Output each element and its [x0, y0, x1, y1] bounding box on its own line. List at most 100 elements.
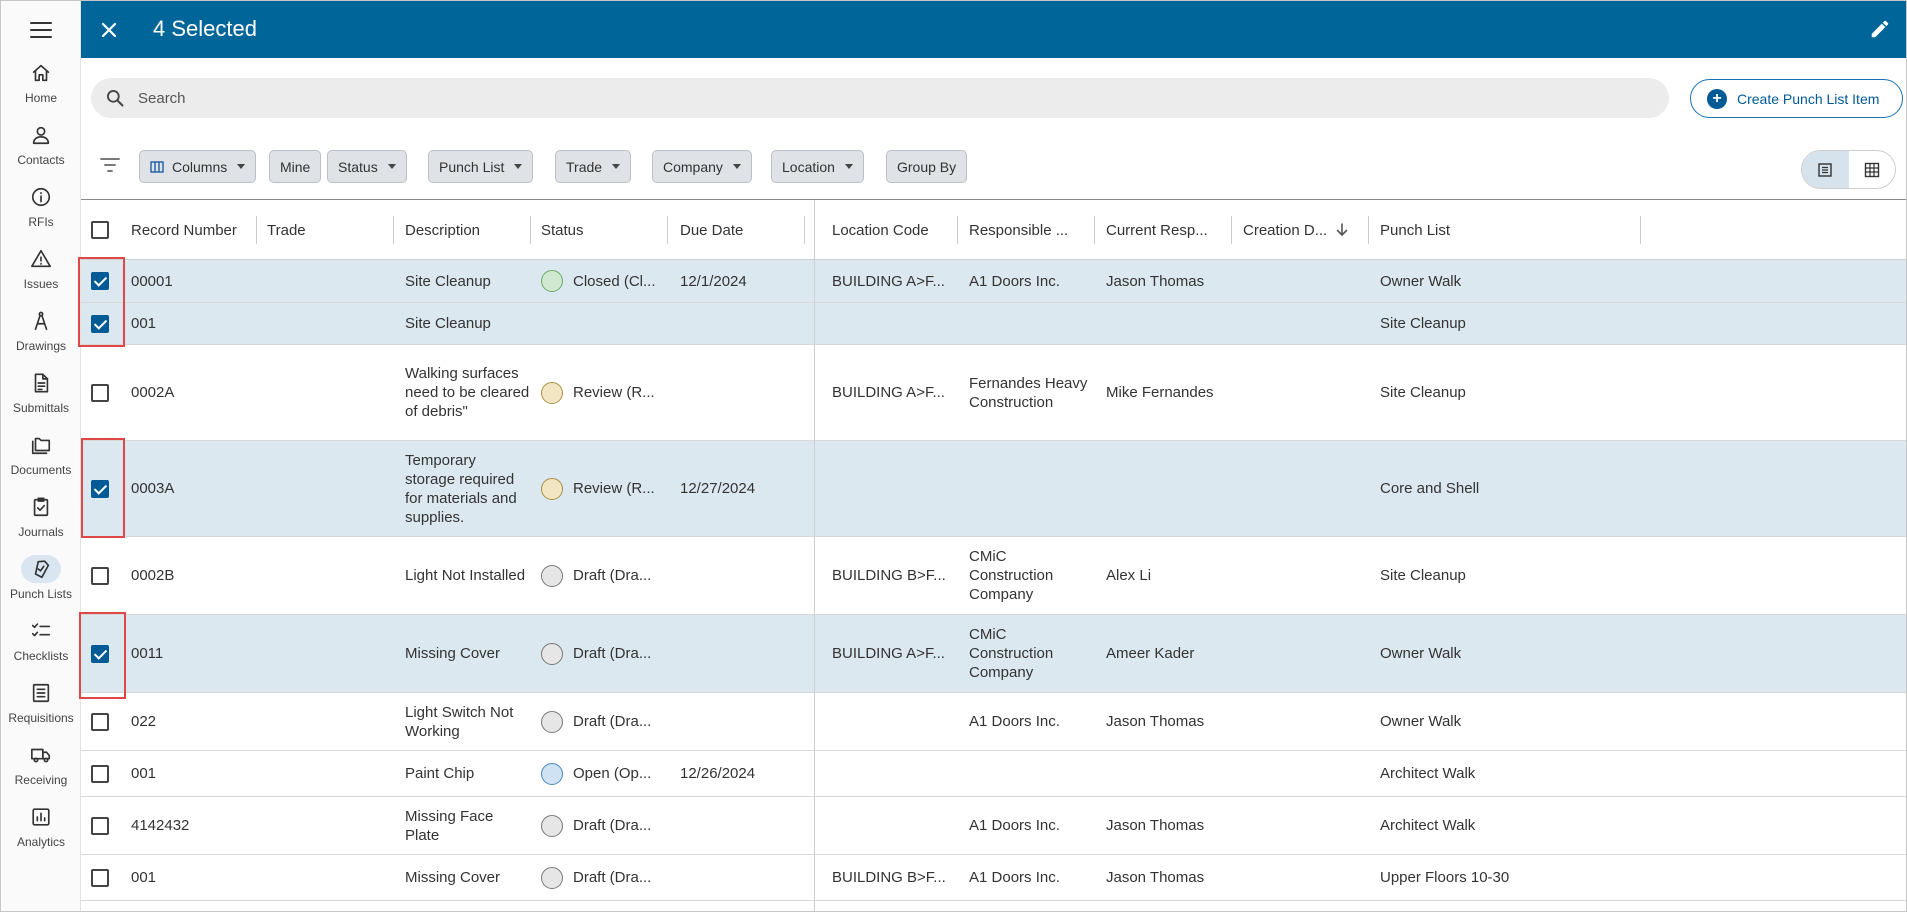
filter-icon[interactable] [100, 157, 120, 173]
row-checkbox[interactable] [91, 644, 109, 663]
column-divider[interactable] [667, 216, 668, 244]
record-number-cell[interactable]: 0011 [131, 645, 164, 662]
header-responsible[interactable]: Responsible ... [969, 221, 1069, 239]
record-number-cell[interactable]: 022 [131, 713, 157, 730]
table-row[interactable]: 0003A Temporary storage required for mate… [81, 441, 1906, 537]
list-icon [32, 683, 50, 703]
table-row[interactable]: 001 Paint Chip Open (Op... 12/26/2024 Archit… [81, 751, 1906, 797]
row-checkbox[interactable] [91, 712, 109, 731]
nav-item-drawings[interactable]: Drawings [1, 307, 81, 369]
table-row[interactable]: 001 Site Cleanup Site Cleanup [81, 303, 1906, 345]
header-record-number[interactable]: Record Number [131, 221, 237, 239]
column-divider[interactable] [530, 216, 531, 244]
column-divider[interactable] [804, 216, 805, 244]
row-checkbox[interactable] [91, 868, 109, 887]
header-trade[interactable]: Trade [267, 221, 306, 239]
nav-item-journals[interactable]: Journals [1, 493, 81, 555]
status-filter-chip[interactable]: Status [327, 150, 407, 183]
row-checkbox[interactable] [91, 314, 109, 333]
nav-item-home[interactable]: Home [1, 59, 81, 121]
trade-filter-chip[interactable]: Trade [555, 150, 632, 183]
group-by-chip[interactable]: Group By [886, 150, 968, 183]
header-creation-date[interactable]: Creation D... [1243, 200, 1349, 260]
header-status[interactable]: Status [541, 221, 584, 239]
status-text: Draft (Dra... [573, 817, 652, 834]
status-text: Draft (Dra... [573, 645, 652, 662]
header-current-responsible[interactable]: Current Resp... [1106, 221, 1208, 239]
header-location-code[interactable]: Location Code [832, 221, 929, 239]
header-description[interactable]: Description [405, 221, 481, 239]
table-row[interactable]: 00001 Site Cleanup Closed (Cl... 12/1/2024 B… [81, 260, 1906, 303]
location-filter-chip[interactable]: Location [771, 150, 864, 183]
column-divider[interactable] [957, 216, 958, 244]
nav-item-requisitions[interactable]: Requisitions [1, 679, 81, 741]
nav-rail: Home Contacts RFIs Issues Drawings Submittals… [1, 1, 81, 911]
row-checkbox[interactable] [91, 816, 109, 835]
create-punch-list-item-button[interactable]: + Create Punch List Item [1690, 79, 1903, 118]
close-selection-button[interactable] [95, 16, 123, 44]
row-checkbox[interactable] [91, 764, 109, 783]
bulk-edit-button[interactable] [1866, 15, 1894, 43]
table-row[interactable]: 0002B Light Not Installed Draft (Dra... BUI… [81, 537, 1906, 615]
nav-item-contacts[interactable]: Contacts [1, 121, 81, 183]
nav-item-documents[interactable]: Documents [1, 431, 81, 493]
header-due-date[interactable]: Due Date [680, 221, 744, 239]
creation-date-header-label: Creation D... [1243, 221, 1328, 239]
record-number-cell[interactable]: 4142432 [131, 817, 190, 834]
record-number-cell[interactable]: 0002B [131, 567, 175, 584]
table-row[interactable]: 001 Missing Cover Draft (Dra... BUILDING B>… [81, 855, 1906, 901]
nav-item-checklists[interactable]: Checklists [1, 617, 81, 679]
status-text: Draft (Dra... [573, 567, 652, 584]
company-filter-chip[interactable]: Company [652, 150, 752, 183]
record-number-cell[interactable]: 001 [131, 765, 157, 782]
punch-list-cell: Owner Walk [1380, 713, 1462, 730]
table-row[interactable]: 0002A Walking surfaces need to be cleared… [81, 345, 1906, 441]
table-row[interactable]: 0011 Missing Cover Draft (Dra... BUILDING A… [81, 615, 1906, 693]
nav-item-submittals[interactable]: Submittals [1, 369, 81, 431]
nav-item-analytics[interactable]: Analytics [1, 803, 81, 865]
column-divider[interactable] [393, 216, 394, 244]
menu-icon[interactable] [28, 19, 54, 41]
column-divider[interactable] [1231, 216, 1232, 244]
column-divider[interactable] [1094, 216, 1095, 244]
select-all-checkbox[interactable] [91, 221, 109, 239]
record-number-cell[interactable]: 0003A [131, 480, 175, 497]
row-checkbox[interactable] [91, 272, 109, 290]
record-number-cell[interactable]: 001 [131, 869, 157, 886]
location-code-cell: BUILDING B>F... [832, 567, 946, 584]
row-checkbox[interactable] [91, 383, 109, 402]
record-number-cell[interactable]: 001 [131, 315, 157, 332]
row-checkbox[interactable] [91, 479, 109, 498]
mine-filter-chip[interactable]: Mine [269, 150, 322, 183]
column-divider[interactable] [1368, 216, 1369, 244]
columns-filter-chip[interactable]: Columns [139, 150, 257, 183]
table-row[interactable]: 4142432 Missing Face Plate Draft (Dra... A1… [81, 797, 1906, 855]
status-cell: Draft (Dra... [541, 855, 651, 900]
column-divider[interactable] [1640, 216, 1641, 244]
nav-icon-wrap [21, 245, 61, 273]
grid-view-button[interactable] [1849, 151, 1896, 188]
table-row[interactable]: 022 Light Switch Not Working Draft (Dra...… [81, 693, 1906, 751]
nav-item-punch-lists[interactable]: Punch Lists [1, 555, 81, 617]
sort-descending-icon[interactable] [1335, 222, 1349, 238]
description-cell: Paint Chip [405, 765, 475, 782]
tag-check-icon [34, 560, 50, 579]
nav-item-issues[interactable]: Issues [1, 245, 81, 307]
nav-item-receiving[interactable]: Receiving [1, 741, 81, 803]
nav-icon-wrap [21, 679, 61, 707]
nav-icon-wrap [21, 431, 61, 459]
status-cell: Draft (Dra... [541, 615, 651, 692]
list-view-button[interactable] [1802, 151, 1849, 188]
header-punch-list[interactable]: Punch List [1380, 221, 1451, 239]
row-checkbox[interactable] [91, 566, 109, 585]
nav-item-rfis[interactable]: RFIs [1, 183, 81, 245]
location-chip-label: Location [782, 158, 835, 175]
current-responsible-cell: Alex Li [1106, 567, 1152, 584]
record-number-cell[interactable]: 0002A [131, 384, 175, 401]
record-number-cell[interactable]: 00001 [131, 272, 173, 290]
search-input[interactable] [138, 78, 1638, 118]
punch-list-filter-chip[interactable]: Punch List [428, 150, 534, 183]
column-divider[interactable] [256, 216, 257, 244]
current-responsible-cell: Mike Fernandes [1106, 384, 1214, 401]
